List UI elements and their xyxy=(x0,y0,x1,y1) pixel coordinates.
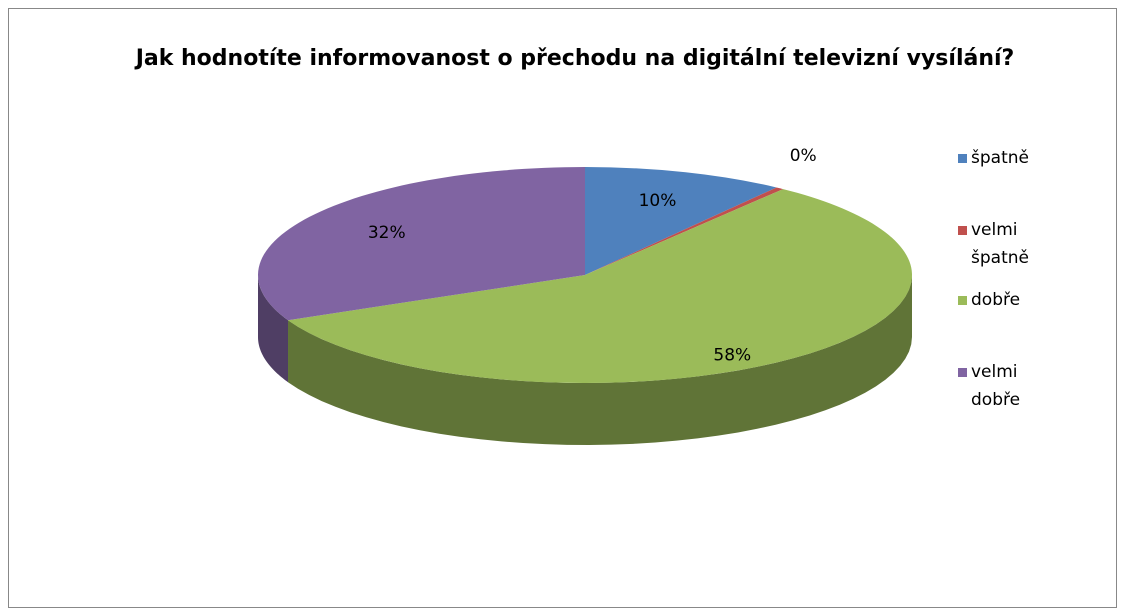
slice xyxy=(585,187,784,275)
chart: 10% 0% 58% 32% xyxy=(257,146,913,445)
legend-swatch xyxy=(958,226,967,235)
legend-item: velmi špatně xyxy=(958,216,1071,272)
chart-title: Jak hodnotíte informovanost o přechodu n… xyxy=(135,46,1015,71)
slice-side xyxy=(258,275,289,383)
legend-swatch xyxy=(958,154,967,163)
legend-label: dobře xyxy=(971,290,1021,310)
legend-label: špatně xyxy=(971,148,1029,168)
legend-swatch xyxy=(958,368,967,377)
data-label: 10% xyxy=(639,191,677,211)
slice xyxy=(585,167,777,275)
legend-swatch xyxy=(958,296,967,305)
data-label: 58% xyxy=(713,346,751,366)
legend-item: špatně xyxy=(958,144,1029,172)
page: Jak hodnotíte informovanost o přechodu n… xyxy=(8,8,1117,608)
legend-label: velmi dobře xyxy=(971,362,1021,410)
legend-item: dobře xyxy=(958,286,1020,314)
data-label: 32% xyxy=(368,223,406,243)
data-label: 0% xyxy=(790,146,817,166)
legend-item: velmi dobře xyxy=(958,358,1071,414)
slice xyxy=(288,189,913,383)
slice xyxy=(257,167,585,321)
slice-side xyxy=(288,275,913,445)
legend-label: velmi špatně xyxy=(971,220,1029,268)
